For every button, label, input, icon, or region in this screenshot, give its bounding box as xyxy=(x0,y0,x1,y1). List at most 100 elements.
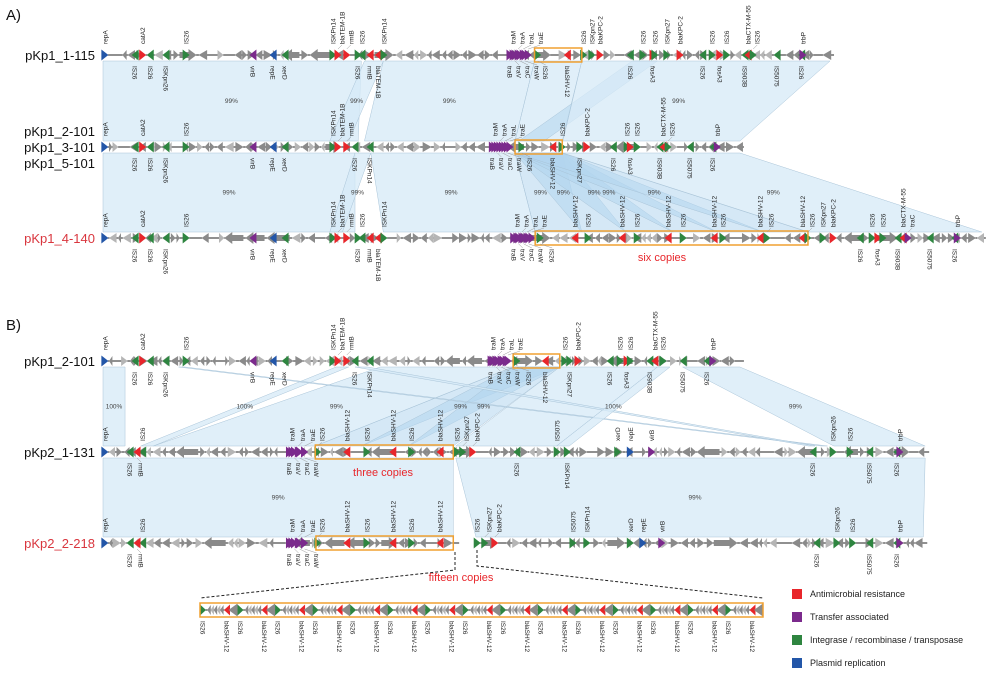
gene-arrow-i xyxy=(679,355,687,367)
gene-label: traW xyxy=(514,372,521,387)
gene-label: ISKpn26 xyxy=(162,372,169,397)
gene-arrow-r xyxy=(343,537,351,549)
label-leader-line xyxy=(506,366,519,372)
gene-arrow xyxy=(203,537,226,549)
gene-arrow xyxy=(246,356,250,366)
gene-arrow xyxy=(875,447,884,457)
gene-label: IS26 xyxy=(755,30,762,44)
gene-label: ISKPn14 xyxy=(381,201,388,227)
gene-arrow xyxy=(554,538,562,548)
gene-arrow-i xyxy=(659,355,667,367)
gene-arrow xyxy=(528,447,535,457)
gene-arrow-i xyxy=(146,49,154,61)
gene-arrow-i xyxy=(182,355,190,367)
gene-arrow-r xyxy=(710,232,718,244)
gene-arrow xyxy=(404,50,414,60)
gene-arrow-i xyxy=(829,446,837,458)
gene-arrow-r xyxy=(574,355,582,367)
gene-label: ISKpn27 xyxy=(664,19,671,44)
gene-label: IS26 xyxy=(131,158,138,172)
gene-arrow-i xyxy=(329,355,337,367)
gene-arrow xyxy=(109,538,113,548)
gene-label: rmtB xyxy=(348,30,355,44)
gene-arrow xyxy=(517,355,534,367)
gene-arrow-r xyxy=(798,232,806,244)
gene-label: IS26 xyxy=(950,249,957,263)
gene-arrow xyxy=(512,538,521,548)
gene-label: trbP xyxy=(955,215,962,227)
gene-arrow xyxy=(742,605,746,615)
gene-label: ISKpn26 xyxy=(834,507,841,532)
gene-label: blaSHV-12 xyxy=(673,621,680,652)
gene-arrow xyxy=(593,538,600,548)
identity-label: 100% xyxy=(106,404,123,411)
gene-arrow xyxy=(817,538,824,548)
gene-arrow-t xyxy=(713,141,721,153)
identity-label: 99% xyxy=(445,190,458,197)
gene-label: IS26 xyxy=(586,213,593,227)
gene-arrow-i xyxy=(200,604,206,616)
label-leader-line xyxy=(495,366,501,372)
gene-arrow-i xyxy=(849,537,857,549)
gene-arrow-i xyxy=(281,141,289,153)
gene-label: traC xyxy=(524,66,531,79)
similarity-link xyxy=(555,366,671,447)
copy-count-annotation: fifteen copies xyxy=(429,572,494,584)
gene-label: IS903B xyxy=(645,372,652,393)
gene-arrow-i xyxy=(363,537,371,549)
gene-label: traV xyxy=(515,66,522,79)
label-leader-line xyxy=(497,152,502,158)
gene-arrow-i xyxy=(351,355,359,367)
gene-label: IS26 xyxy=(512,463,519,477)
gene-arrow xyxy=(390,142,396,152)
gene-arrow xyxy=(537,538,542,548)
label-leader-line xyxy=(531,227,545,233)
gene-label: traV xyxy=(518,249,525,262)
gene-arrow xyxy=(480,233,484,243)
gene-label: IS26 xyxy=(686,621,693,635)
gene-arrow-i xyxy=(131,232,139,244)
gene-arrow xyxy=(307,233,316,243)
gene-arrow xyxy=(442,605,446,615)
gene-label: IS26 xyxy=(184,122,191,136)
gene-arrow xyxy=(258,356,266,366)
gene-arrow xyxy=(626,233,632,243)
gene-arrow xyxy=(371,446,395,458)
gene-arrow-i xyxy=(162,49,170,61)
gene-arrow xyxy=(706,538,714,548)
gene-arrow xyxy=(461,142,467,152)
gene-arrow-i xyxy=(387,604,394,616)
gene-arrow xyxy=(664,605,668,615)
gene-arrow xyxy=(749,538,758,548)
identity-label: 100% xyxy=(605,404,622,411)
gene-arrow-i xyxy=(408,446,416,458)
gene-arrow-p xyxy=(269,141,277,153)
gene-arrow-i xyxy=(866,537,874,549)
gene-arrow-p xyxy=(101,141,109,153)
gene-label: traV xyxy=(497,158,504,171)
gene-arrow xyxy=(285,605,290,615)
replication-swatch xyxy=(792,657,802,668)
gene-arrow xyxy=(360,605,365,615)
gene-arrow xyxy=(739,605,743,615)
gene-label: IS26 xyxy=(199,621,206,635)
gene-arrow-r xyxy=(299,604,306,616)
gene-label: IS26 xyxy=(670,122,677,136)
gene-arrow xyxy=(626,605,631,615)
gene-label: IS26 xyxy=(640,30,647,44)
gene-arrow xyxy=(662,538,669,548)
gene-arrow-t xyxy=(709,355,717,367)
gene-arrow xyxy=(312,356,318,366)
gene-arrow xyxy=(181,538,186,548)
gene-arrow xyxy=(690,447,697,457)
label-leader-line xyxy=(523,243,532,249)
gene-arrow xyxy=(571,356,577,366)
gene-arrow xyxy=(109,447,115,457)
gene-arrow-i xyxy=(366,355,374,367)
gene-arrow xyxy=(311,538,317,548)
gene-arrow xyxy=(520,605,524,615)
gene-arrow-i xyxy=(162,355,170,367)
label-leader-line xyxy=(519,60,529,66)
gene-arrow xyxy=(109,356,113,366)
gene-arrow-t xyxy=(506,49,514,61)
